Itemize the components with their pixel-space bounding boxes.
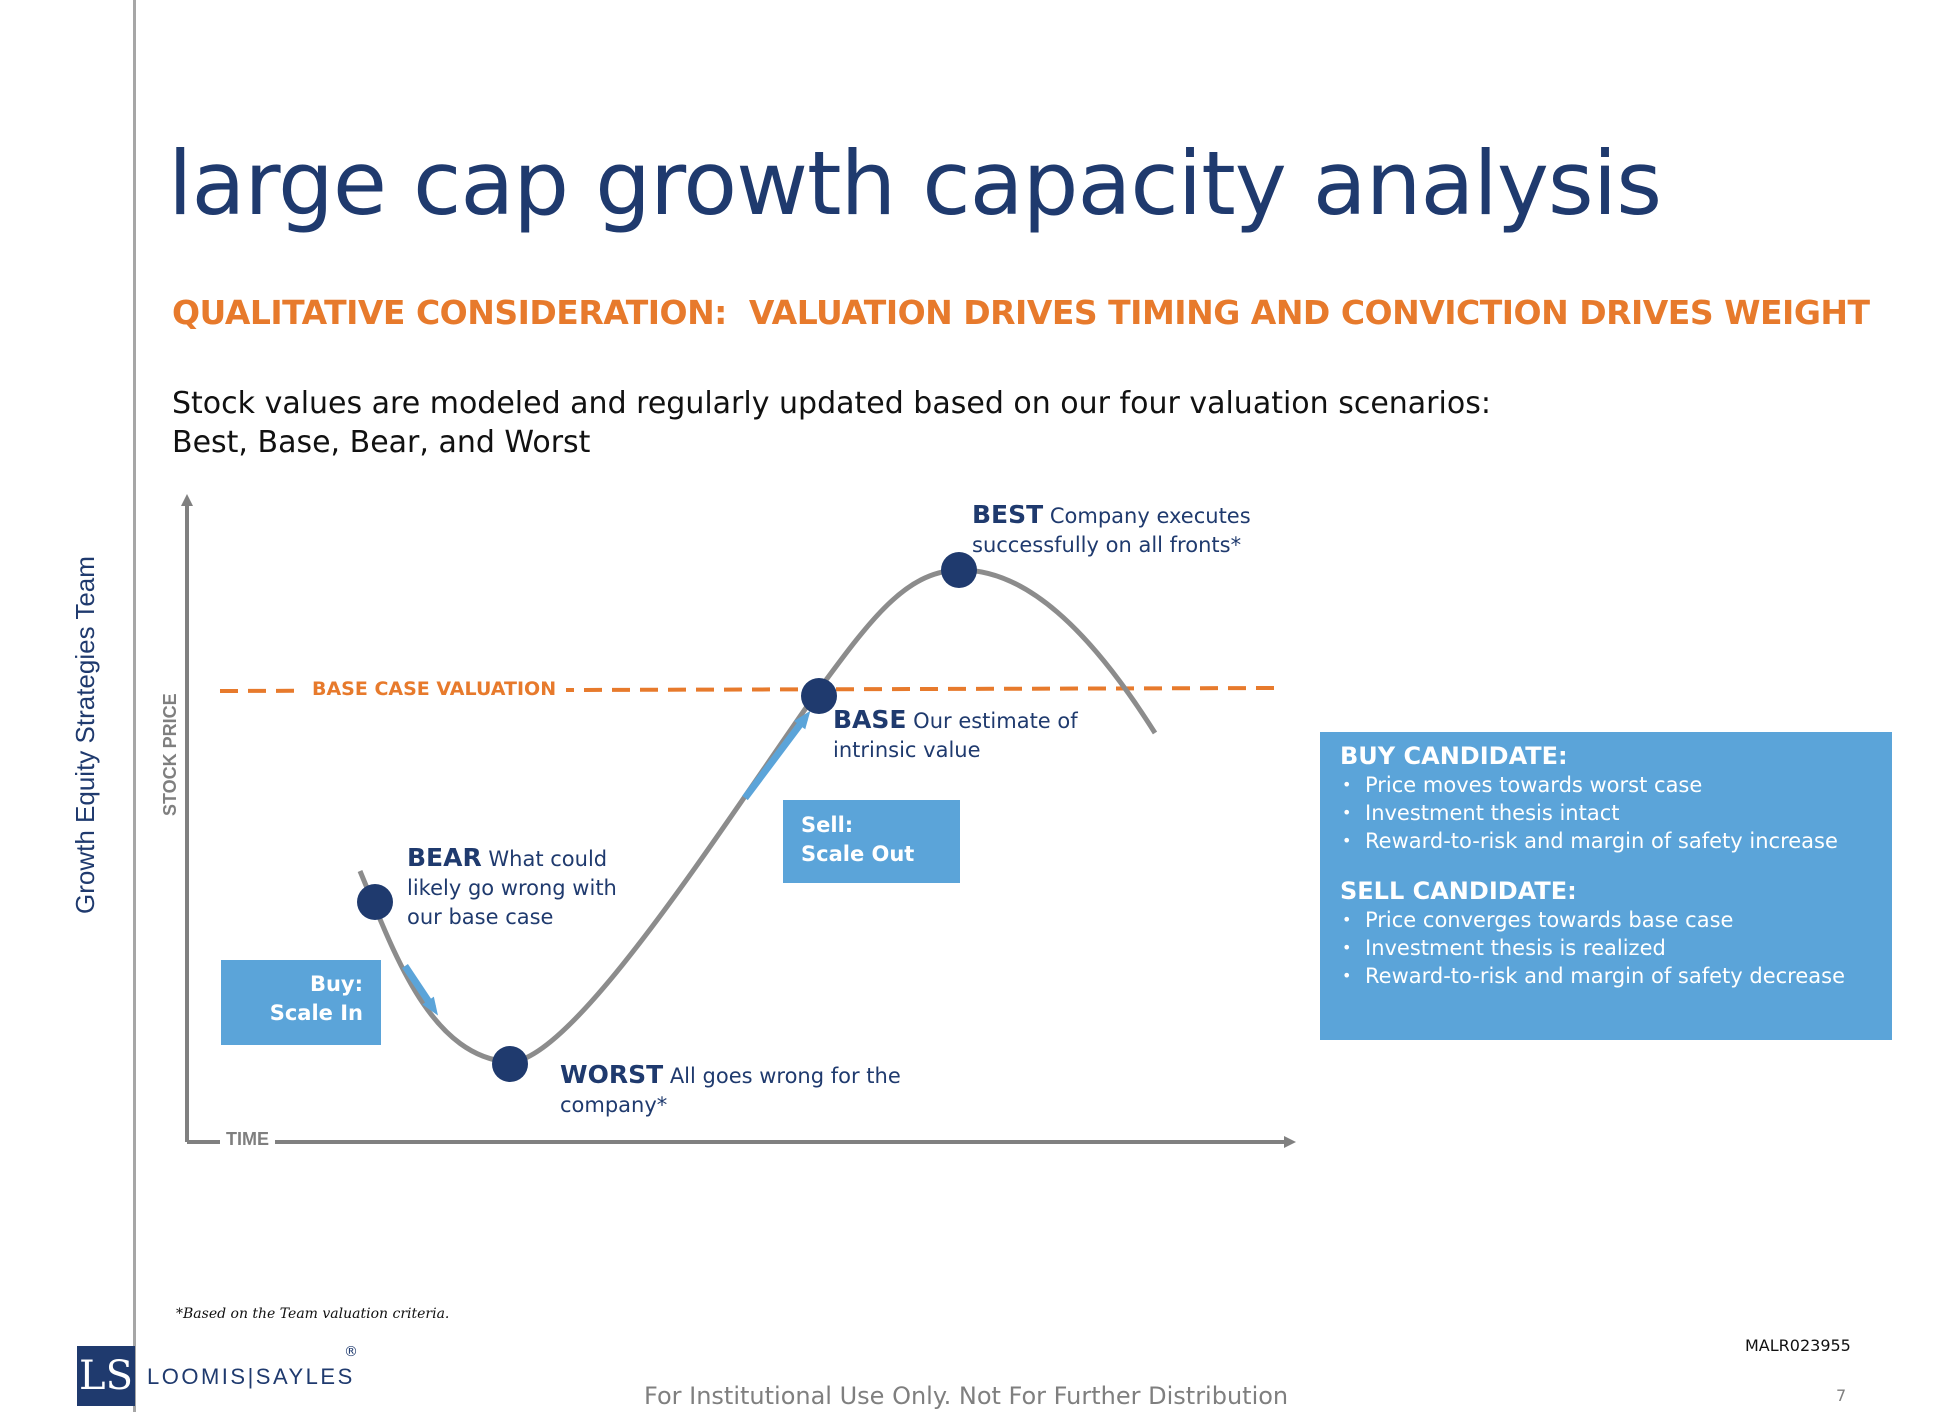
bear-heading: BEAR <box>407 843 482 872</box>
list-item: Price converges towards base case <box>1340 906 1892 934</box>
base-case-valuation-label: BASE CASE VALUATION <box>302 678 567 700</box>
best-annotation: BEST Company executes successfully on al… <box>972 500 1292 560</box>
worst-marker <box>492 1046 528 1082</box>
x-axis-label: TIME <box>220 1129 275 1150</box>
base-marker <box>801 678 837 714</box>
bear-text: What could likely go wrong with our base… <box>407 847 617 929</box>
list-item: Reward-to-risk and margin of safety incr… <box>1340 827 1892 855</box>
bear-annotation: BEAR What could likely go wrong with our… <box>407 843 657 932</box>
y-axis-label: STOCK PRICE <box>160 687 181 822</box>
buy-scale-in-box: Buy: Scale In <box>221 960 381 1045</box>
best-text: Company executes successfully on all fro… <box>972 504 1251 557</box>
best-heading: BEST <box>972 500 1044 529</box>
worst-text: All goes wrong for the company* <box>560 1064 901 1117</box>
worst-annotation: WORST All goes wrong for the company* <box>560 1060 940 1120</box>
buy-direction-arrow <box>402 964 438 1016</box>
intro-line-2: Best, Base, Bear, and Worst <box>172 425 591 460</box>
page-subtitle: QUALITATIVE CONSIDERATION: VALUATION DRI… <box>172 293 1870 332</box>
page-title: large cap growth capacity analysis <box>168 132 1662 235</box>
base-annotation: BASE Our estimate of intrinsic value <box>833 705 1123 765</box>
buy-candidate-list: Price moves towards worst case Investmen… <box>1340 771 1892 855</box>
document-id: MALR023955 <box>1745 1336 1851 1355</box>
sell-scale-out-box: Sell: Scale Out <box>783 800 960 883</box>
worst-heading: WORST <box>560 1060 664 1089</box>
sell-direction-arrow <box>742 710 811 801</box>
sell-candidate-list: Price converges towards base case Invest… <box>1340 906 1892 990</box>
candidate-criteria-box: BUY CANDIDATE: Price moves towards worst… <box>1320 732 1892 1040</box>
list-item: Investment thesis is realized <box>1340 934 1892 962</box>
list-item: Reward-to-risk and margin of safety decr… <box>1340 962 1892 990</box>
sell-box-label: Sell: <box>801 813 854 837</box>
intro-text: Stock values are modeled and regularly u… <box>172 384 1491 462</box>
logo-wordmark: LOOMIS|SAYLES <box>147 1364 355 1389</box>
base-heading: BASE <box>833 705 907 734</box>
intro-line-1: Stock values are modeled and regularly u… <box>172 386 1491 421</box>
best-marker <box>941 552 977 588</box>
buy-box-action: Scale In <box>269 1001 363 1025</box>
page-number: 7 <box>1836 1386 1847 1405</box>
logo-mark: LS <box>77 1346 135 1406</box>
base-text: Our estimate of intrinsic value <box>833 709 1078 762</box>
footnote: *Based on the Team valuation criteria. <box>176 1306 450 1322</box>
bear-marker <box>357 884 393 920</box>
sell-box-action: Scale Out <box>801 842 915 866</box>
buy-candidate-heading: BUY CANDIDATE: <box>1340 742 1568 770</box>
sell-candidate-heading: SELL CANDIDATE: <box>1340 877 1577 905</box>
side-divider <box>133 0 136 1412</box>
list-item: Price moves towards worst case <box>1340 771 1892 799</box>
buy-box-label: Buy: <box>309 972 363 996</box>
footer-disclaimer: For Institutional Use Only. Not For Furt… <box>644 1382 1289 1410</box>
stock-price-curve <box>357 567 1158 1065</box>
registered-mark: ® <box>344 1344 358 1360</box>
list-item: Investment thesis intact <box>1340 799 1892 827</box>
